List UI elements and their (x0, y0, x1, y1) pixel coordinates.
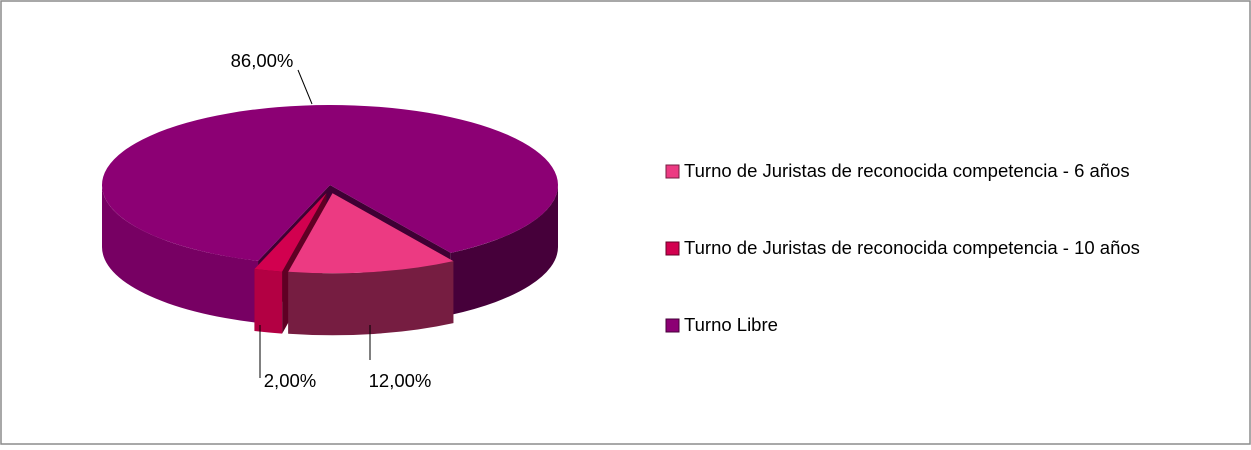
slice-side (450, 185, 558, 315)
legend-swatch (665, 241, 680, 256)
slice-side (254, 269, 283, 334)
legend-swatch (665, 318, 680, 333)
data-label: 12,00% (369, 370, 432, 391)
legend-swatch (665, 164, 680, 179)
data-label: 86,00% (231, 50, 294, 71)
slice (288, 193, 454, 274)
slice (101, 104, 558, 261)
legend-label: Turno de Juristas de reconocida competen… (684, 237, 1140, 258)
legend-label: Turno de Juristas de reconocida competen… (684, 160, 1130, 181)
legend-label: Turno Libre (684, 314, 778, 335)
leader-line (297, 69, 313, 105)
data-label: 2,00% (264, 370, 316, 391)
slice-side (288, 261, 454, 336)
slice (254, 193, 327, 272)
slice-side (102, 185, 259, 323)
